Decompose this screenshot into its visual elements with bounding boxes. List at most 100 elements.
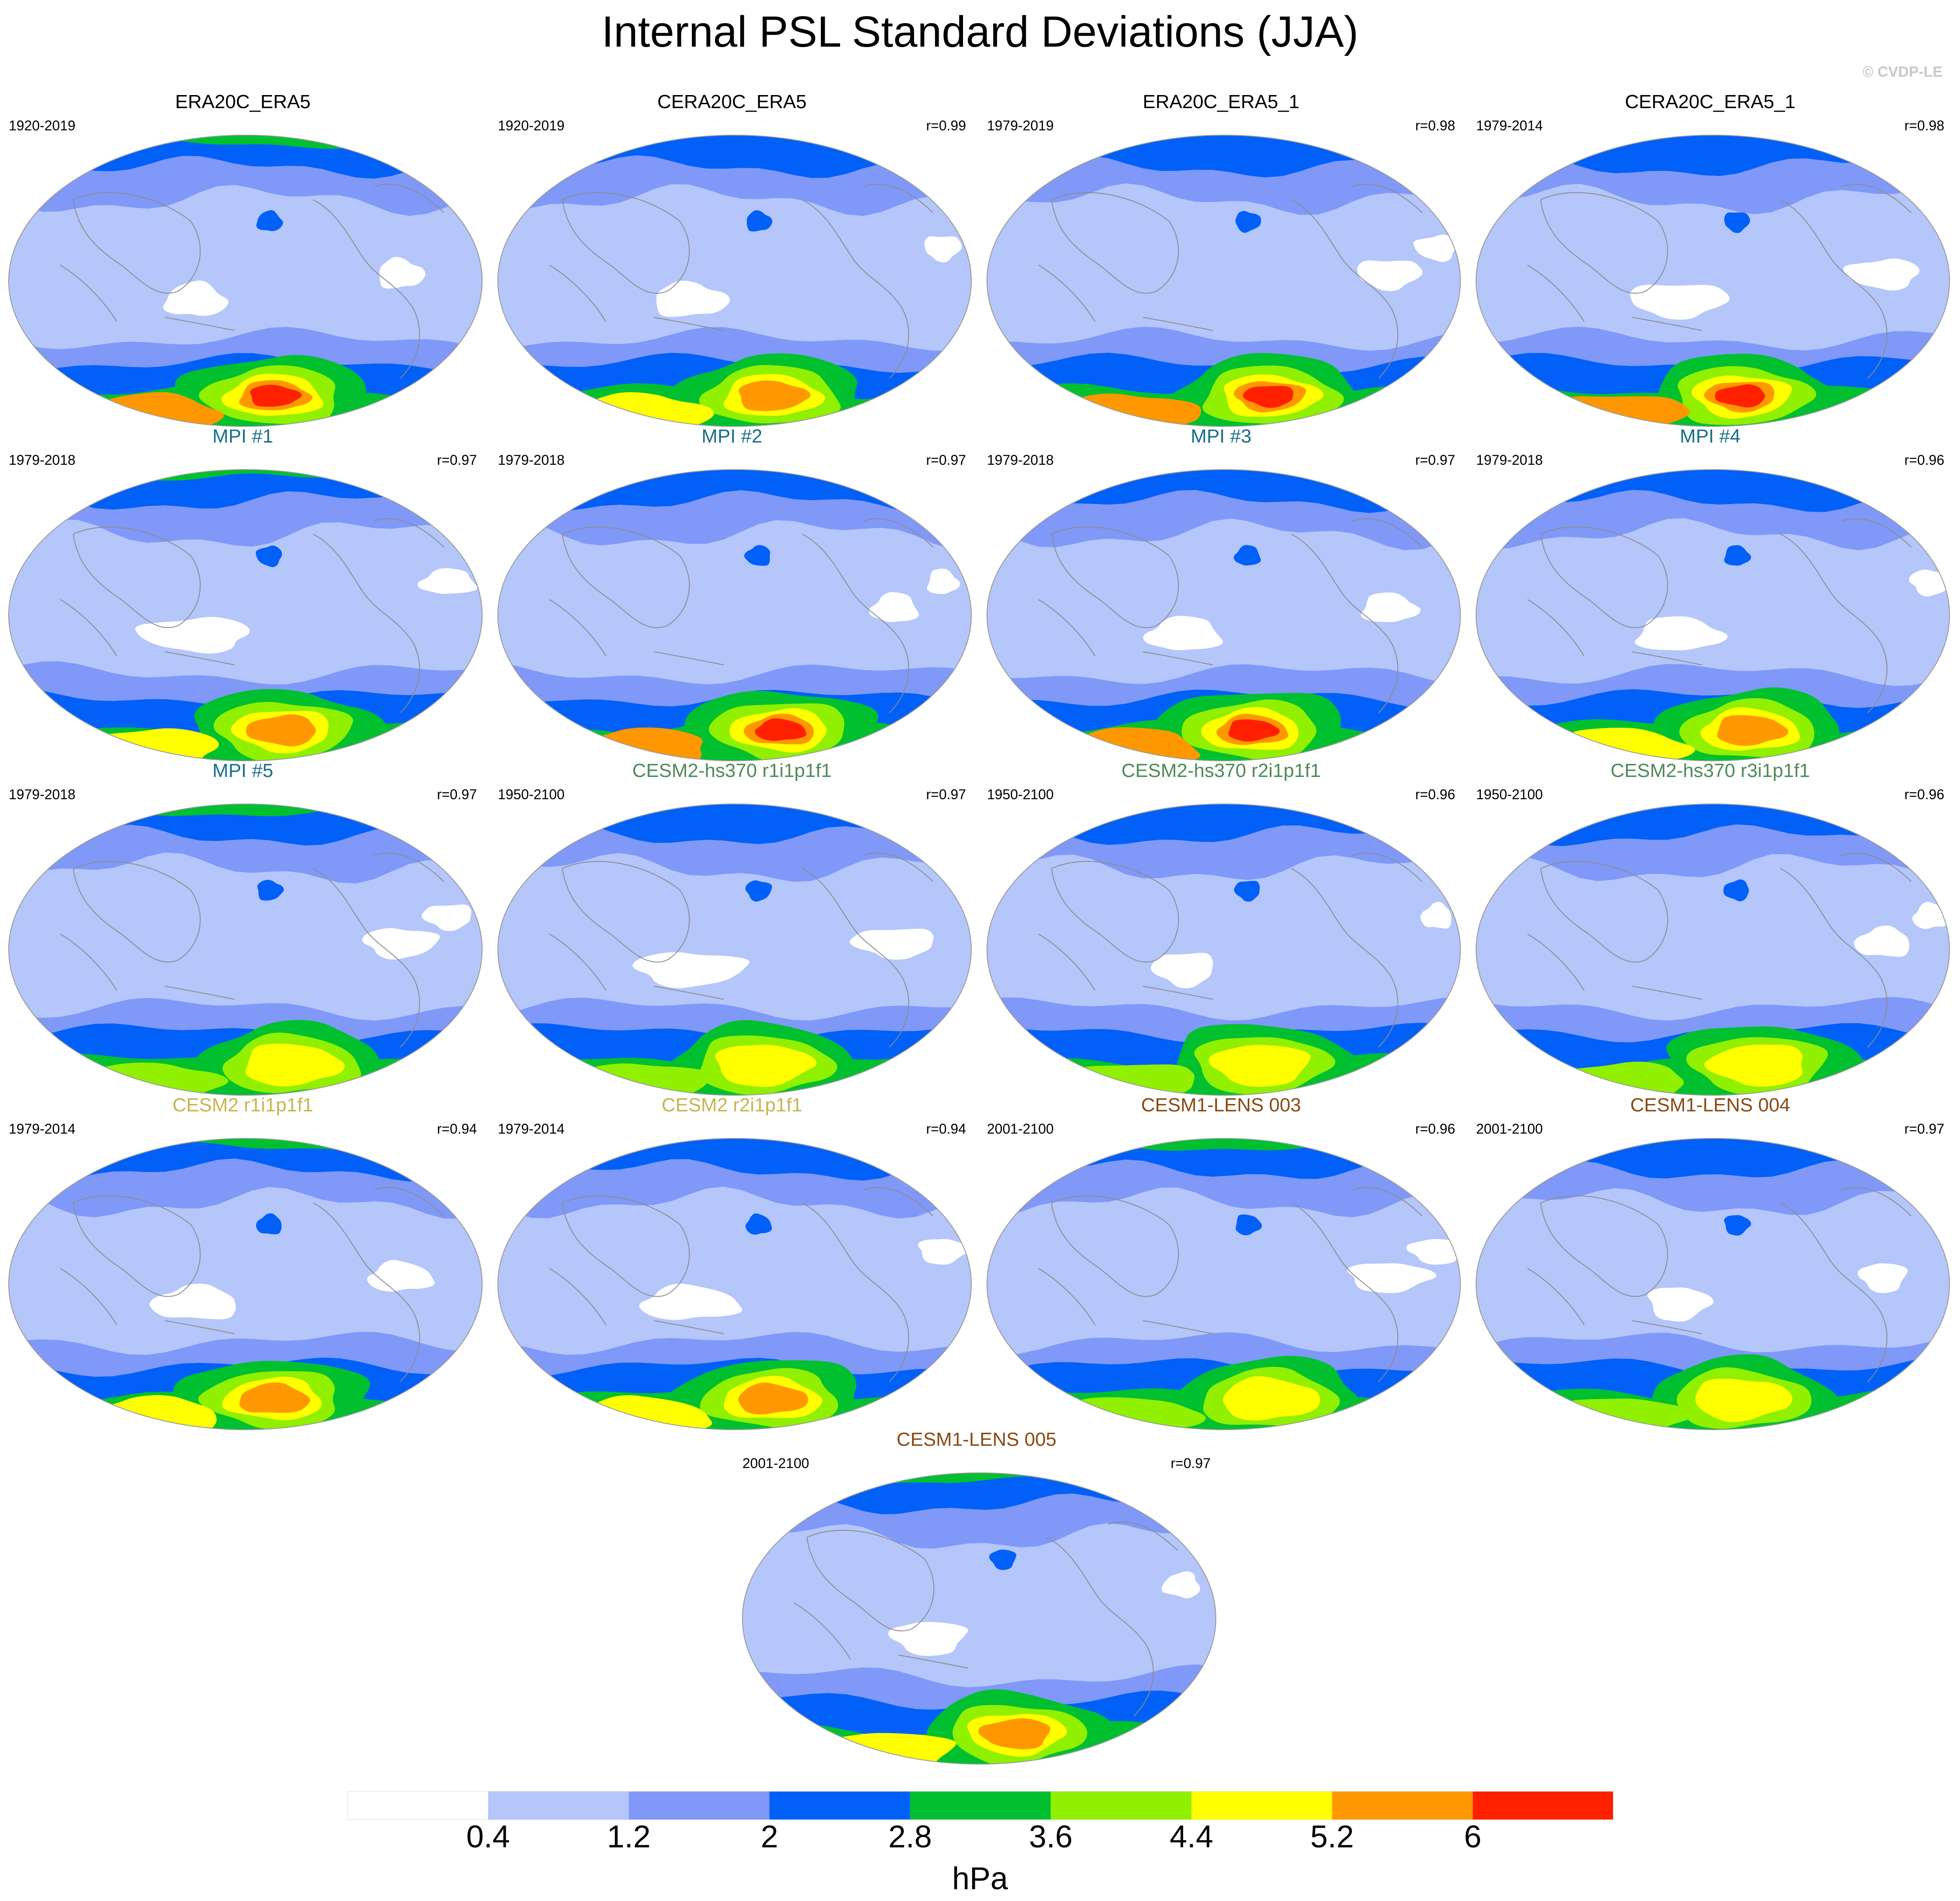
arctic-band-high	[498, 804, 971, 844]
map-border	[8, 1138, 483, 1430]
map-panel: CESM2 r1i1p1f1 1979-2014 r=0.94	[1, 1094, 485, 1430]
colorbar-tick: 4.4	[1169, 1819, 1214, 1854]
robinson-map	[987, 804, 1461, 1096]
north-pacific-cell	[1234, 545, 1261, 566]
panel-title: CERA20C_ERA5_1	[1625, 91, 1796, 112]
robinson-map	[1476, 1138, 1950, 1430]
low-variance-region	[927, 568, 960, 594]
coastlines	[549, 852, 933, 1048]
panel-pattern-correlation: r=0.97	[437, 787, 477, 802]
map-panel: ERA20C_ERA5_1 1979-2019 r=0.98	[979, 91, 1463, 427]
panel-pattern-correlation: r=0.96	[1904, 452, 1944, 468]
panel-title: MPI #4	[1680, 426, 1741, 447]
low-variance-region	[1150, 953, 1213, 988]
arctic-band-high	[1476, 135, 1950, 176]
low-variance-region	[1161, 1571, 1200, 1598]
colorbar-segment	[1191, 1791, 1332, 1820]
coastlines	[549, 1187, 933, 1382]
panel-period: 2001-2100	[1476, 1121, 1543, 1137]
north-pacific-cell	[989, 1549, 1017, 1570]
panel-title: ERA20C_ERA5	[175, 91, 311, 112]
psl-contour-level-7	[246, 714, 316, 746]
colorbar-segment	[1051, 1791, 1191, 1820]
panel-pattern-correlation: r=0.97	[1904, 1121, 1944, 1137]
map-panel: CERA20C_ERA5_1 1979-2014 r=0.98	[1468, 91, 1952, 427]
coastlines	[1038, 184, 1422, 379]
colorbar-segment	[769, 1791, 910, 1820]
psl-contour-level-8	[1715, 384, 1766, 408]
robinson-map	[8, 135, 483, 427]
low-variance-region	[1361, 592, 1421, 623]
low-variance-region	[1420, 902, 1452, 929]
panel-period: 1979-2014	[1476, 118, 1543, 133]
low-variance-region	[1357, 260, 1423, 291]
map-panel: CESM1-LENS 003 2001-2100 r=0.96	[979, 1094, 1463, 1430]
panel-title: MPI #5	[212, 760, 273, 781]
low-variance-region	[1647, 1287, 1714, 1322]
north-pacific-cell	[1235, 1214, 1262, 1236]
coastlines	[1527, 518, 1912, 713]
panel-period: 1979-2014	[498, 1121, 565, 1137]
arctic-band-top	[987, 1138, 1460, 1151]
north-pacific-cell	[1724, 1215, 1751, 1236]
panel-period: 1979-2018	[9, 452, 76, 468]
panel-title: CERA20C_ERA5	[657, 91, 807, 112]
north-pacific-cell	[1723, 879, 1749, 902]
panel-title: CESM2-hs370 r3i1p1f1	[1610, 760, 1810, 781]
psl-contour-level-7	[738, 380, 811, 411]
low-variance-region	[918, 1239, 971, 1265]
robinson-map	[742, 1472, 1216, 1765]
psl-contour-level-8	[250, 385, 302, 407]
colorbar-segment	[910, 1791, 1051, 1820]
psl-contour-level-6	[715, 1045, 817, 1087]
colorbar-tick: 0.4	[466, 1819, 510, 1854]
coastlines	[1527, 1187, 1912, 1382]
robinson-map	[1476, 804, 1950, 1096]
panel-pattern-correlation: r=0.96	[1415, 787, 1455, 802]
psl-contour-level-6	[1695, 1378, 1793, 1422]
panel-title: ERA20C_ERA5_1	[1143, 91, 1300, 112]
colorbar-tick: 6	[1464, 1819, 1482, 1854]
secondary-maximum	[811, 1733, 956, 1764]
robinson-map	[987, 469, 1461, 761]
low-variance-region	[150, 1284, 236, 1320]
north-pacific-cell	[256, 210, 283, 232]
secondary-maximum	[1548, 1061, 1684, 1095]
map-panel: MPI #3 1979-2018 r=0.97	[979, 425, 1463, 761]
colorbar-segment	[1332, 1791, 1473, 1820]
panel-pattern-correlation: r=0.97	[1415, 452, 1455, 468]
panel-title: MPI #1	[212, 426, 273, 447]
panel-period: 1979-2018	[1476, 452, 1543, 468]
panel-pattern-correlation: r=0.97	[437, 452, 477, 468]
robinson-map	[1476, 469, 1950, 761]
map-border	[987, 135, 1461, 427]
colorbar-segment	[629, 1791, 769, 1820]
psl-contour-level-6	[1223, 1376, 1320, 1421]
low-variance-region	[639, 1284, 742, 1320]
secondary-maximum	[1552, 396, 1690, 426]
map-panel: MPI #1 1979-2018 r=0.97	[1, 425, 485, 761]
coastlines	[793, 1521, 1178, 1717]
low-variance-region	[1406, 1239, 1460, 1265]
robinson-map	[8, 1138, 483, 1430]
colorbar	[347, 1791, 1613, 1820]
map-border	[497, 135, 972, 427]
low-variance-region	[1347, 1263, 1437, 1293]
low-variance-region	[379, 257, 425, 289]
robinson-map	[8, 804, 483, 1096]
secondary-maximum	[79, 728, 219, 761]
panel-period: 1979-2018	[987, 452, 1054, 468]
arctic-band-high	[987, 804, 1460, 846]
north-pacific-cell	[1724, 545, 1751, 566]
psl-contour-level-7	[1717, 715, 1789, 746]
low-variance-region	[1630, 284, 1730, 320]
panel-title: CESM1-LENS 005	[896, 1429, 1057, 1450]
panel-pattern-correlation: r=0.94	[437, 1121, 477, 1137]
psl-contour-level-6	[245, 1043, 345, 1087]
low-variance-region	[1854, 925, 1909, 957]
map-border	[987, 1138, 1461, 1430]
robinson-map	[987, 135, 1461, 427]
low-variance-region	[135, 617, 250, 654]
coastlines	[1527, 184, 1912, 379]
low-variance-region	[850, 928, 934, 960]
